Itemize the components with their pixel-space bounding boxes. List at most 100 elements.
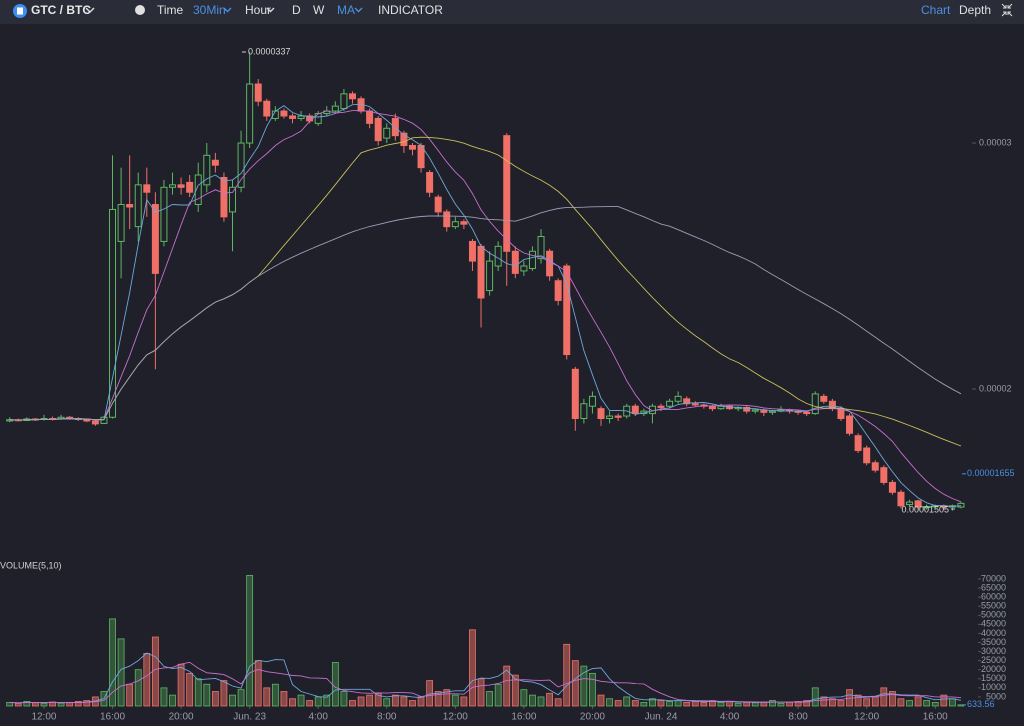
last-volume-label: 633.56 xyxy=(967,699,995,709)
candle-body xyxy=(743,406,751,412)
toolbar-item[interactable]: D xyxy=(292,3,301,17)
candle-body xyxy=(263,100,271,117)
volume-bar xyxy=(751,702,759,707)
candle-body xyxy=(888,481,896,493)
candle-body xyxy=(451,221,459,228)
volume-bar xyxy=(271,683,279,707)
toolbar-item[interactable]: MA xyxy=(337,3,355,17)
candle-body xyxy=(246,83,254,144)
y-tick-label: 0.00002 xyxy=(979,383,1012,393)
candle-body xyxy=(563,265,571,356)
volume-tick-label: 65000 xyxy=(981,582,1006,592)
volume-bar xyxy=(597,694,605,707)
candle-body xyxy=(434,196,442,213)
volume-bar xyxy=(674,700,682,707)
toolbar-item[interactable]: W xyxy=(313,3,325,17)
x-tick-label: 16:00 xyxy=(923,712,948,723)
candle-body xyxy=(588,395,596,407)
candle-body xyxy=(897,491,905,507)
toolbar-item[interactable]: 30Min xyxy=(193,3,226,17)
volume-bar xyxy=(734,702,742,707)
volume-bar xyxy=(306,700,314,707)
volume-bar xyxy=(186,672,194,707)
volume-bar xyxy=(434,691,442,707)
volume-bar xyxy=(769,700,776,707)
volume-bar xyxy=(177,663,185,707)
toolbar-item[interactable]: Hour xyxy=(245,3,271,17)
candle-body xyxy=(280,110,288,117)
x-tick-label: 4:00 xyxy=(720,712,740,723)
volume-bar xyxy=(494,683,502,707)
candle-body xyxy=(237,142,245,188)
volume-bar xyxy=(391,694,399,707)
candle-body xyxy=(91,420,99,425)
candle-body xyxy=(691,403,699,406)
view-tab[interactable]: Chart xyxy=(921,3,951,17)
candle-body xyxy=(126,204,134,208)
volume-bar xyxy=(49,701,56,707)
coin-icon-glyph xyxy=(17,7,23,15)
candle-body xyxy=(494,245,502,267)
volume-bar xyxy=(529,694,536,707)
volume-bar xyxy=(109,618,116,707)
candle-body xyxy=(906,501,914,506)
pair[interactable]: GTC / BTC xyxy=(31,3,91,17)
candle-body xyxy=(571,368,579,419)
candle-body xyxy=(597,408,605,419)
volume-bar xyxy=(786,701,793,707)
x-tick-label: 12:00 xyxy=(854,712,879,723)
candle-body xyxy=(708,405,716,410)
info-icon[interactable] xyxy=(135,5,145,15)
candle-body xyxy=(854,435,862,451)
volume-bar xyxy=(160,687,168,707)
candle-body xyxy=(546,250,554,277)
candle-body xyxy=(537,235,545,260)
volume-bar xyxy=(486,691,494,707)
candle-body xyxy=(674,395,682,402)
volume-bar xyxy=(383,698,391,707)
x-tick-label: 12:00 xyxy=(31,712,56,723)
volume-bar xyxy=(606,698,613,707)
candle-body xyxy=(486,260,494,292)
volume-title: VOLUME(5,10) xyxy=(0,560,62,570)
volume-tick-label: 10000 xyxy=(981,682,1006,692)
volume-bar xyxy=(649,698,656,707)
view-tab[interactable]: Depth xyxy=(959,3,991,17)
candle-body xyxy=(348,93,356,100)
candle-body xyxy=(340,93,348,110)
toolbar-item[interactable]: INDICATOR xyxy=(378,3,443,17)
volume-bar xyxy=(948,698,956,707)
volume-bar xyxy=(31,702,39,707)
volume-bar xyxy=(469,629,476,707)
volume-bar xyxy=(280,691,288,707)
volume-bar xyxy=(220,680,228,707)
volume-bar xyxy=(537,696,545,707)
volume-bar xyxy=(331,662,339,707)
ma-line xyxy=(9,110,962,503)
volume-bar xyxy=(400,696,408,707)
volume-bar xyxy=(803,700,811,707)
chevron xyxy=(266,7,275,13)
candle-body xyxy=(134,184,142,228)
candle-body xyxy=(109,208,117,418)
volume-bar xyxy=(477,678,485,707)
volume-bar xyxy=(923,700,931,707)
candle-body xyxy=(871,462,879,471)
candle-body xyxy=(606,415,614,419)
volume-bar xyxy=(906,700,913,707)
volume-bar xyxy=(143,652,151,707)
volume-bar xyxy=(863,698,871,707)
volume-bar xyxy=(409,700,416,707)
candle-body xyxy=(366,110,374,124)
volume-bar xyxy=(880,687,888,707)
volume-tick-label: 60000 xyxy=(981,592,1006,602)
candle-body xyxy=(117,204,125,242)
fullscreen-icon[interactable] xyxy=(1001,3,1013,17)
toolbar-item[interactable]: Time xyxy=(157,3,184,17)
volume-bar xyxy=(914,696,922,707)
candle-body xyxy=(297,115,305,119)
candle-body xyxy=(211,159,219,166)
volume-bar xyxy=(203,683,211,707)
